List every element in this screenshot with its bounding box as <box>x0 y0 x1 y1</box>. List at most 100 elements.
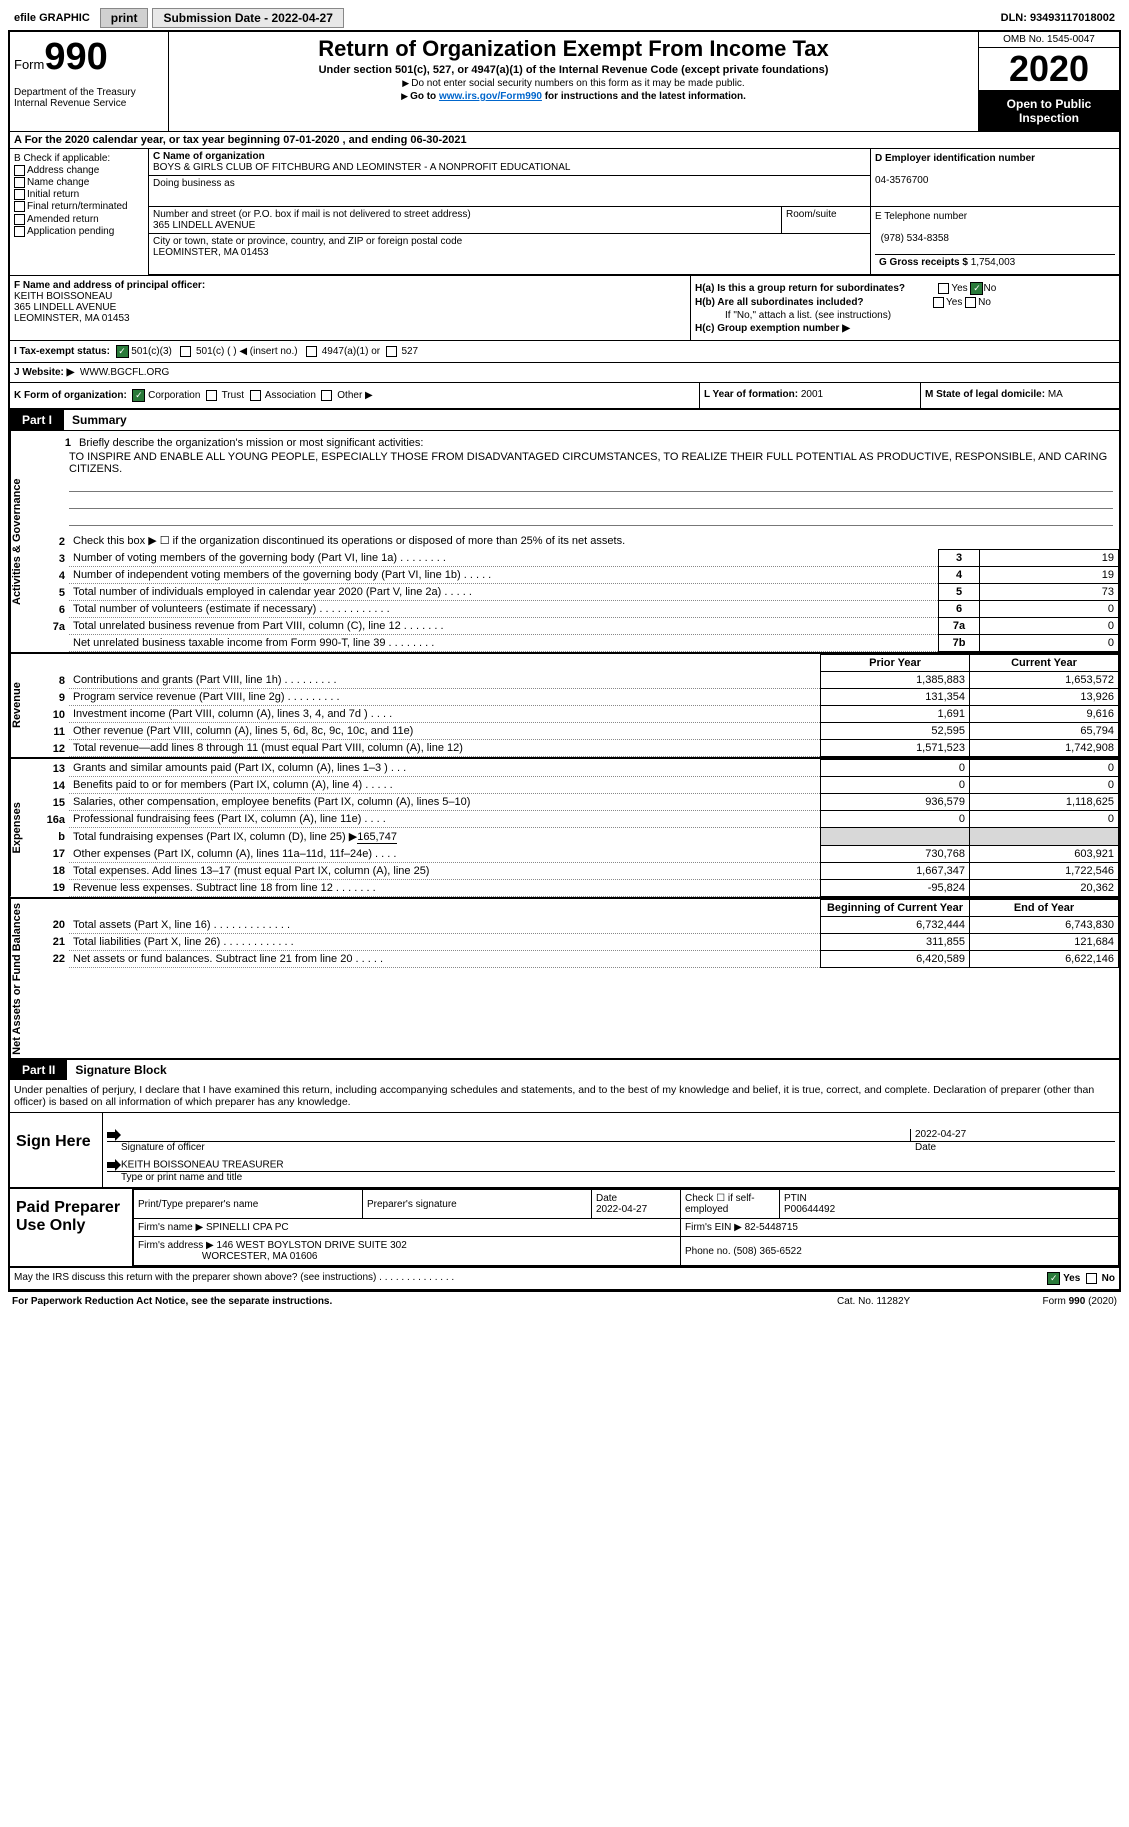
chk-final[interactable] <box>14 201 25 212</box>
discuss-no[interactable] <box>1086 1273 1097 1284</box>
officer-street: 365 LINDELL AVENUE <box>14 302 116 313</box>
irs-link[interactable]: www.irs.gov/Form990 <box>439 91 542 102</box>
chk-init[interactable] <box>14 189 25 200</box>
chk-addr[interactable] <box>14 165 25 176</box>
note-goto-pre: Go to <box>410 91 439 102</box>
tax-year: 2020 <box>979 48 1119 91</box>
ha-label: H(a) Is this a group return for subordin… <box>695 283 905 294</box>
part1-title: Summary <box>64 410 1119 430</box>
chk-name[interactable] <box>14 177 25 188</box>
l7b: Net unrelated business taxable income fr… <box>73 637 385 649</box>
ein-value: 04-3576700 <box>875 175 928 186</box>
form-header: Form990 Department of the Treasury Inter… <box>10 32 1119 132</box>
chk-assoc[interactable] <box>250 390 261 401</box>
chk-other[interactable] <box>321 390 332 401</box>
omb-number: OMB No. 1545-0047 <box>979 32 1119 48</box>
hb-no[interactable] <box>965 297 976 308</box>
prior-header: Prior Year <box>821 655 970 672</box>
header-left: Form990 Department of the Treasury Inter… <box>10 32 169 131</box>
sig-date-val: 2022-04-27 <box>910 1129 1115 1141</box>
submission-date: Submission Date - 2022-04-27 <box>152 8 343 28</box>
v5: 73 <box>980 584 1119 601</box>
part2-header: Part II Signature Block <box>10 1060 1119 1080</box>
hc-label: H(c) Group exemption number ▶ <box>695 323 850 334</box>
section-b-c-d: B Check if applicable: Address change Na… <box>10 149 1119 276</box>
form-prefix: Form <box>14 57 44 72</box>
form-title: Return of Organization Exempt From Incom… <box>173 36 974 62</box>
side-expenses: Expenses <box>10 759 33 897</box>
l1-label: Briefly describe the organization's miss… <box>79 437 423 449</box>
f-label: F Name and address of principal officer: <box>14 280 205 291</box>
chk-app[interactable] <box>14 226 25 237</box>
ha-no[interactable]: ✓ <box>970 282 983 295</box>
l5: Total number of individuals employed in … <box>73 586 441 598</box>
m-label: M State of legal domicile: <box>925 389 1045 400</box>
prep-name-h: Print/Type preparer's name <box>134 1190 363 1219</box>
hb-yes[interactable] <box>933 297 944 308</box>
j-label: J Website: ▶ <box>14 367 74 378</box>
g-label: G Gross receipts $ <box>879 257 968 268</box>
note-goto-post: for instructions and the latest informat… <box>542 91 746 102</box>
paid-preparer-row: Paid Preparer Use Only Print/Type prepar… <box>10 1187 1119 1268</box>
sign-here-row: Sign Here 2022-04-27 Signature of office… <box>10 1112 1119 1187</box>
chk-527[interactable] <box>386 346 397 357</box>
prep-sig-h: Preparer's signature <box>363 1190 592 1219</box>
part1-header: Part I Summary <box>10 410 1119 430</box>
chk-4947[interactable] <box>306 346 317 357</box>
l2-label: Check this box ▶ ☐ if the organization d… <box>73 535 625 547</box>
header-center: Return of Organization Exempt From Incom… <box>169 32 978 131</box>
e-label: E Telephone number <box>875 211 967 222</box>
officer-city: LEOMINSTER, MA 01453 <box>14 313 130 324</box>
d-label: D Employer identification number <box>875 153 1035 164</box>
form-ref: Form 990 (2020) <box>1043 1296 1117 1307</box>
net-assets-section: Net Assets or Fund Balances Beginning of… <box>10 897 1119 1061</box>
officer-name-title: KEITH BOISSONEAU TREASURER <box>121 1160 284 1171</box>
form-number: 990 <box>44 36 107 78</box>
part2-title: Signature Block <box>67 1060 1119 1080</box>
officer-name: KEITH BOISSONEAU <box>14 291 112 302</box>
section-j: J Website: ▶ WWW.BGCFL.ORG <box>10 363 1119 383</box>
hb-label: H(b) Are all subordinates included? <box>695 297 864 308</box>
v4: 19 <box>980 567 1119 584</box>
i-label: I Tax-exempt status: <box>14 346 110 357</box>
pra-notice: For Paperwork Reduction Act Notice, see … <box>12 1296 332 1307</box>
l3: Number of voting members of the governin… <box>73 552 397 564</box>
k-label: K Form of organization: <box>14 390 127 401</box>
g-val: 1,754,003 <box>971 257 1016 268</box>
expenses-section: Expenses 13Grants and similar amounts pa… <box>10 757 1119 897</box>
street-val: 365 LINDELL AVENUE <box>153 220 255 231</box>
dln-label: DLN: 93493117018002 <box>995 10 1121 26</box>
hb-note: If "No," attach a list. (see instruction… <box>725 310 891 321</box>
row-a-period: A For the 2020 calendar year, or tax yea… <box>10 132 1119 149</box>
chk-amend[interactable] <box>14 214 25 225</box>
activities-governance: Activities & Governance 1Briefly describ… <box>10 430 1119 652</box>
v3: 19 <box>980 550 1119 567</box>
street-label: Number and street (or P.O. box if mail i… <box>153 209 471 220</box>
chk-501c[interactable] <box>180 346 191 357</box>
v7b: 0 <box>980 635 1119 652</box>
sig-officer-label: Signature of officer <box>107 1142 911 1153</box>
ha-yes[interactable] <box>938 283 949 294</box>
mission-text: TO INSPIRE AND ENABLE ALL YOUNG PEOPLE, … <box>69 451 1113 475</box>
eoy-header: End of Year <box>970 899 1119 916</box>
m-val: MA <box>1048 389 1063 400</box>
type-name-label: Type or print name and title <box>107 1172 1115 1183</box>
efile-label: efile GRAPHIC <box>8 10 96 26</box>
cat-no: Cat. No. 11282Y <box>837 1296 987 1307</box>
part2-tab: Part II <box>10 1060 67 1080</box>
dept-label: Department of the Treasury Internal Reve… <box>14 87 164 109</box>
l6: Total number of volunteers (estimate if … <box>73 603 316 615</box>
revenue-section: Revenue Prior YearCurrent Year 8Contribu… <box>10 652 1119 757</box>
side-revenue: Revenue <box>10 654 33 757</box>
chk-corp[interactable]: ✓ <box>132 389 145 402</box>
l4: Number of independent voting members of … <box>73 569 461 581</box>
chk-trust[interactable] <box>206 390 217 401</box>
b-label: B Check if applicable: <box>14 153 144 164</box>
discuss-yes[interactable]: ✓ <box>1047 1272 1060 1285</box>
paid-label: Paid Preparer Use Only <box>10 1189 133 1266</box>
chk-501c3[interactable]: ✓ <box>116 345 129 358</box>
note-ssn: Do not enter social security numbers on … <box>411 78 744 89</box>
suite-label: Room/suite <box>782 207 870 233</box>
form-container: Form990 Department of the Treasury Inter… <box>8 30 1121 1291</box>
print-button[interactable]: print <box>100 8 149 28</box>
